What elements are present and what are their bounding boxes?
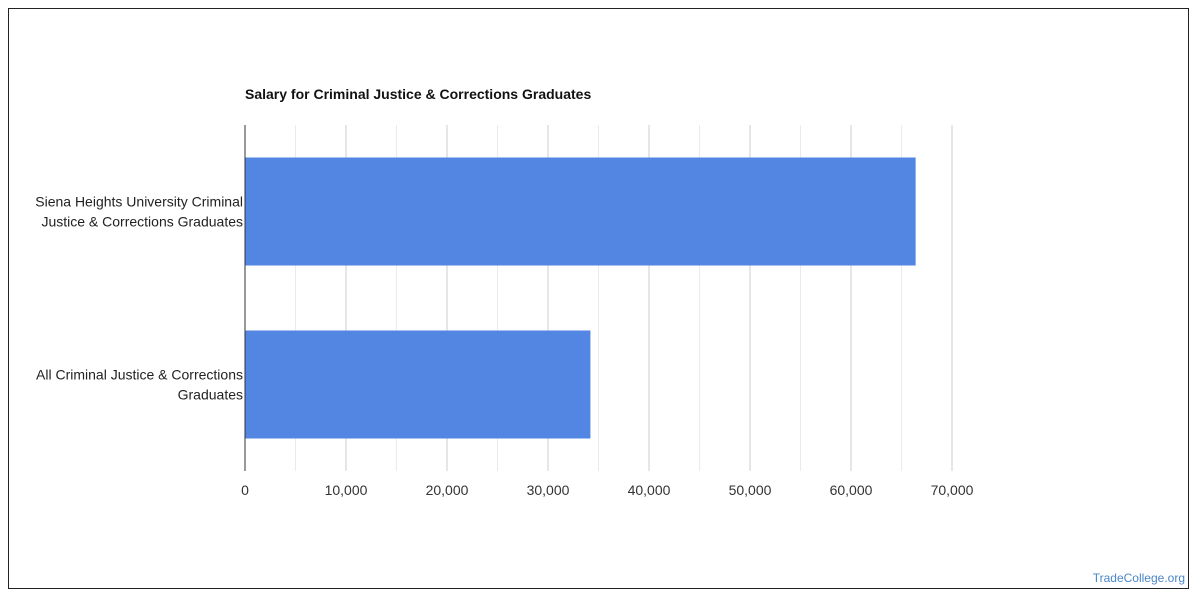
category-labels: Siena Heights University Criminal Justice… <box>35 194 243 403</box>
x-tick-label: 30,000 <box>527 482 570 498</box>
tick-labels: 0 10,000 20,000 30,000 40,000 50,000 60,000 70,… <box>241 482 974 498</box>
x-tick-label: 60,000 <box>830 482 873 498</box>
category-label-0-0: Siena Heights University Criminal <box>35 194 243 210</box>
chart-title: Salary for Criminal Justice & Correction… <box>245 86 592 102</box>
bar-1[interactable] <box>245 330 591 439</box>
x-tick-label: 40,000 <box>628 482 671 498</box>
bars <box>245 157 916 439</box>
x-tick-label: 50,000 <box>729 482 772 498</box>
x-tick-label: 20,000 <box>426 482 469 498</box>
x-tick-label: 10,000 <box>325 482 368 498</box>
x-tick-label: 0 <box>241 482 249 498</box>
bar-0[interactable] <box>245 157 916 266</box>
category-label-1-0: All Criminal Justice & Corrections <box>36 367 243 383</box>
watermark-link[interactable]: TradeCollege.org <box>1092 571 1185 585</box>
x-tick-label: 70,000 <box>931 482 974 498</box>
category-label-1-1: Graduates <box>178 387 243 403</box>
category-label-0-1: Justice & Corrections Graduates <box>41 214 243 230</box>
